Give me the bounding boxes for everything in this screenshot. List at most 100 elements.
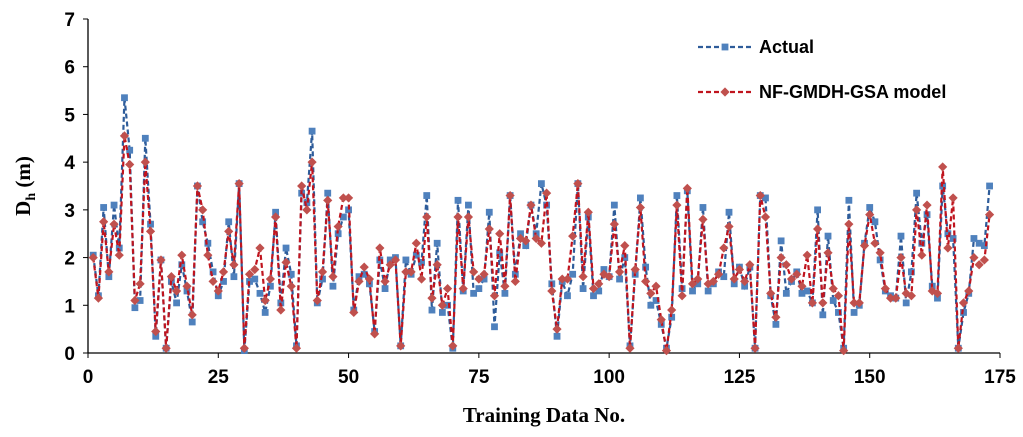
data-point — [401, 267, 411, 277]
data-point — [578, 272, 588, 282]
data-point — [479, 269, 489, 279]
data-point — [360, 270, 368, 278]
y-tick-label: 2 — [64, 249, 75, 270]
data-point — [375, 243, 385, 253]
data-point — [276, 305, 286, 315]
data-point — [641, 276, 651, 287]
data-point — [917, 250, 927, 260]
legend-swatch-marker — [721, 43, 729, 51]
data-point — [934, 294, 941, 302]
data-point — [833, 291, 844, 301]
data-point — [291, 343, 302, 353]
data-point — [402, 256, 410, 264]
data-point — [173, 299, 180, 307]
data-point — [588, 283, 599, 294]
x-tick-label: 0 — [83, 367, 94, 388]
data-point — [225, 218, 233, 226]
data-point — [110, 201, 118, 209]
data-point — [682, 183, 692, 193]
x-axis-title: Training Data No. — [463, 403, 625, 427]
data-point — [444, 301, 451, 309]
data-point — [866, 204, 874, 211]
data-point — [594, 279, 604, 289]
data-point — [713, 269, 724, 279]
data-point — [610, 201, 618, 209]
series-model — [88, 131, 995, 356]
data-point — [781, 260, 791, 270]
data-point — [964, 286, 974, 296]
data-point — [583, 207, 593, 217]
data-point — [370, 329, 380, 339]
data-point — [734, 264, 745, 275]
data-point — [448, 341, 458, 351]
data-point — [677, 291, 687, 301]
data-point — [760, 212, 771, 222]
data-point — [469, 267, 479, 277]
data-point — [433, 239, 441, 247]
data-point — [652, 297, 660, 304]
data-point — [745, 260, 755, 270]
data-point — [454, 196, 462, 204]
data-point — [699, 204, 707, 211]
data-point — [614, 267, 625, 277]
data-point — [704, 287, 712, 295]
data-point — [381, 285, 389, 292]
y-tick-label: 1 — [64, 296, 75, 317]
data-point — [422, 212, 432, 222]
data-point — [521, 236, 531, 246]
y-tick-label: 3 — [64, 201, 75, 222]
data-point — [121, 94, 128, 102]
data-point — [885, 293, 896, 303]
data-point — [693, 274, 703, 284]
data-point — [974, 260, 984, 270]
data-point — [364, 274, 375, 284]
data-point — [385, 260, 395, 270]
data-point — [651, 281, 661, 291]
data-point — [829, 297, 837, 304]
data-point — [637, 194, 644, 202]
data-point — [557, 274, 567, 284]
y-axis-title: Dh (m) — [11, 156, 39, 216]
data-point — [703, 279, 713, 289]
data-point — [906, 291, 917, 301]
data-point — [912, 205, 922, 215]
data-point — [411, 238, 421, 248]
data-point — [177, 250, 187, 260]
data-point — [552, 324, 562, 334]
data-point — [480, 275, 488, 283]
data-point — [922, 200, 932, 210]
data-point — [317, 267, 328, 277]
data-point — [343, 193, 354, 203]
data-point — [105, 273, 113, 281]
data-point — [272, 208, 280, 216]
data-point — [220, 278, 227, 285]
data-point — [755, 190, 765, 201]
data-point — [823, 248, 833, 258]
data-point — [635, 202, 646, 213]
data-point — [198, 205, 208, 215]
svg-text:Dh (m): Dh (m) — [11, 156, 39, 216]
data-point — [239, 343, 249, 353]
data-point — [818, 298, 828, 308]
data-point — [569, 270, 577, 278]
data-point — [776, 252, 786, 263]
data-point — [282, 244, 290, 252]
data-point — [845, 196, 853, 204]
data-point — [854, 298, 864, 308]
data-point — [932, 288, 943, 298]
data-point — [625, 343, 635, 353]
data-point — [496, 249, 504, 257]
data-point — [485, 208, 493, 216]
data-point — [229, 260, 239, 270]
data-point — [261, 309, 269, 316]
data-point — [944, 230, 952, 238]
data-point — [93, 293, 104, 303]
data-point — [828, 283, 838, 294]
data-point — [531, 233, 541, 244]
series-line — [92, 135, 991, 351]
data-point — [339, 213, 347, 221]
data-point — [438, 309, 446, 316]
data-point — [145, 226, 156, 236]
data-point — [171, 286, 182, 296]
